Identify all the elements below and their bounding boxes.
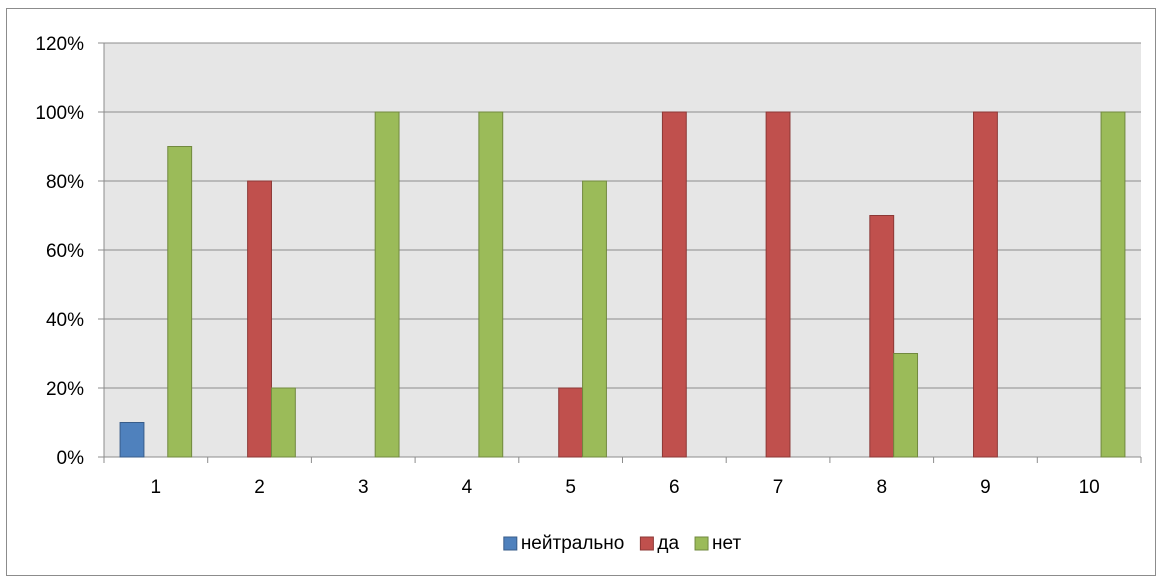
y-tick-label: 80% bbox=[46, 172, 84, 193]
bar bbox=[661, 111, 687, 458]
bar bbox=[374, 111, 400, 458]
y-tick-label: 40% bbox=[46, 310, 84, 331]
bar bbox=[558, 387, 584, 458]
series-3 bbox=[167, 111, 1126, 458]
x-tick-label: 2 bbox=[254, 477, 265, 498]
bar bbox=[582, 180, 607, 458]
legend-item: да bbox=[639, 533, 679, 554]
bar bbox=[1100, 111, 1126, 458]
x-tick-label: 1 bbox=[151, 477, 162, 498]
y-tick-label: 100% bbox=[35, 103, 84, 124]
bar bbox=[765, 111, 791, 458]
legend: нейтрально да нет bbox=[503, 533, 741, 554]
x-tick-label: 3 bbox=[358, 477, 369, 498]
x-tick-label: 8 bbox=[876, 477, 887, 498]
y-tick-label: 20% bbox=[46, 379, 84, 400]
y-axis-tick-labels: 0% 20% 40% 60% 80% 100% 120% bbox=[35, 34, 84, 469]
legend-item: нет bbox=[694, 533, 741, 554]
legend-label: нет bbox=[712, 533, 741, 554]
x-tick-label: 9 bbox=[980, 477, 991, 498]
legend-swatch bbox=[639, 536, 654, 551]
plot-area bbox=[98, 42, 1142, 463]
x-tick-label: 4 bbox=[462, 477, 473, 498]
bar bbox=[119, 422, 145, 458]
legend-item: нейтрально bbox=[503, 533, 625, 554]
legend-label: да bbox=[657, 533, 679, 554]
x-axis-tick-labels: 1 2 3 4 5 6 7 8 9 10 bbox=[151, 477, 1100, 498]
bar bbox=[247, 180, 272, 458]
bar bbox=[478, 111, 504, 458]
x-tick-label: 10 bbox=[1079, 477, 1100, 498]
bar bbox=[973, 111, 998, 458]
x-tick-label: 7 bbox=[773, 477, 784, 498]
bar bbox=[167, 146, 193, 458]
legend-swatch bbox=[503, 536, 518, 551]
y-tick-label: 0% bbox=[57, 448, 85, 469]
bar bbox=[270, 387, 296, 458]
x-tick-label: 5 bbox=[565, 477, 576, 498]
x-tick-label: 6 bbox=[669, 477, 680, 498]
y-tick-label: 120% bbox=[35, 34, 84, 55]
series-2 bbox=[247, 111, 998, 458]
legend-swatch bbox=[694, 536, 709, 551]
y-tick-label: 60% bbox=[46, 241, 84, 262]
series-1 bbox=[119, 422, 145, 458]
bar bbox=[893, 353, 919, 458]
legend-label: нейтрально bbox=[521, 533, 625, 554]
bar bbox=[869, 215, 895, 458]
